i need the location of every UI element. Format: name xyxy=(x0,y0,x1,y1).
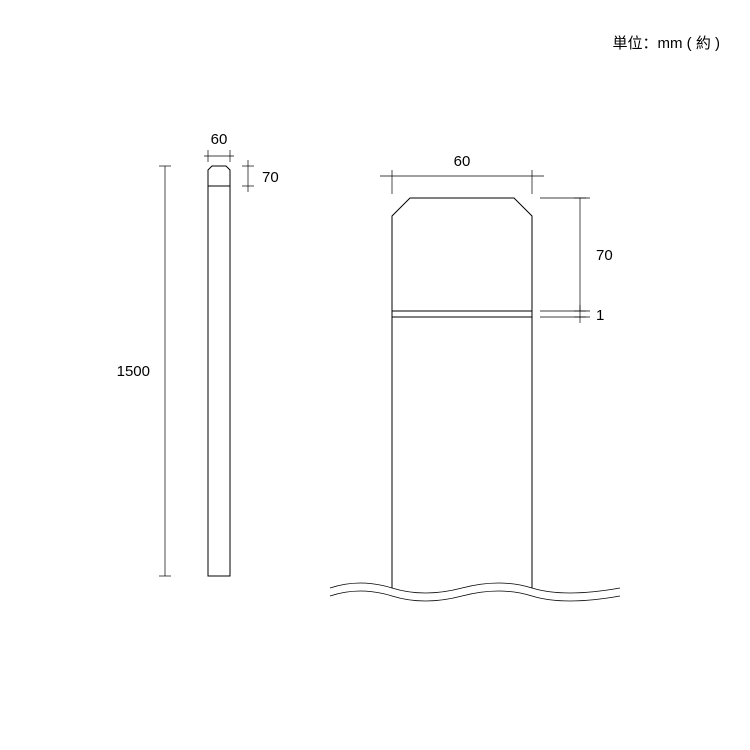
left-view: 60 1500 70 xyxy=(117,131,279,576)
left-width-label: 60 xyxy=(211,131,228,148)
technical-drawing: 単位：mm ( 約 ) 60 1500 70 60 xyxy=(0,0,750,750)
right-width-label: 60 xyxy=(454,153,471,170)
right-view: 60 70 1 xyxy=(330,153,620,601)
right-cap-outline xyxy=(392,198,532,311)
right-groove-label: 1 xyxy=(596,307,604,324)
ground-wave-bot xyxy=(330,591,620,601)
unit-label: 単位：mm ( 約 ) xyxy=(613,35,720,52)
right-cap-label: 70 xyxy=(596,247,613,264)
right-groove xyxy=(392,311,532,317)
left-post-outline xyxy=(208,166,230,576)
ground-wave-top xyxy=(330,583,620,593)
left-cap-label: 70 xyxy=(262,169,279,186)
left-height-label: 1500 xyxy=(117,363,150,380)
